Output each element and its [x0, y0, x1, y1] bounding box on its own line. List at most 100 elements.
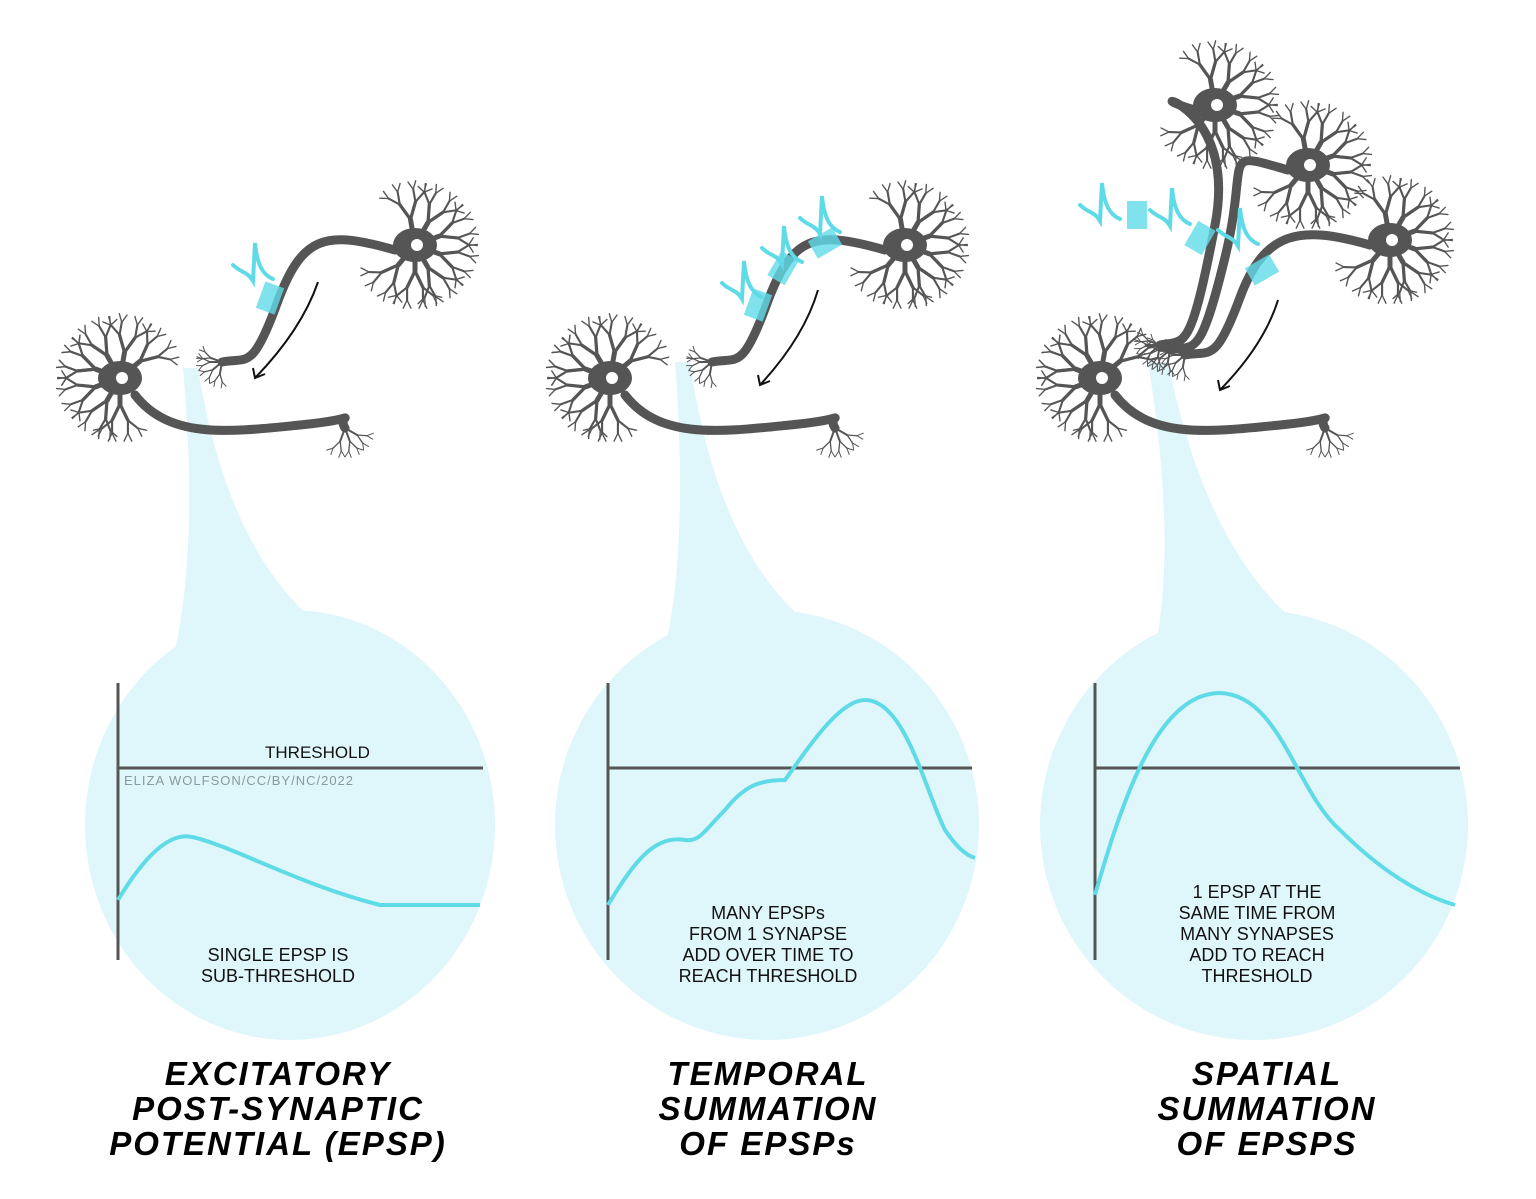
- dendrite: [1316, 103, 1321, 114]
- dendrite: [838, 440, 841, 452]
- dendrite: [1160, 127, 1170, 133]
- dendrite: [1311, 219, 1317, 229]
- dendrite: [896, 299, 902, 309]
- dendrite: [1161, 363, 1169, 366]
- dendrite: [1045, 369, 1059, 379]
- dendrite: [1126, 323, 1132, 333]
- dendrite: [111, 432, 117, 442]
- arrow-head: [1217, 379, 1231, 392]
- dendrite: [607, 333, 617, 355]
- dendrite: [1237, 81, 1254, 98]
- dendrite: [1387, 175, 1392, 186]
- dendrite: [608, 402, 620, 423]
- dendrite: [600, 324, 611, 336]
- dendrite: [1416, 204, 1432, 209]
- dendrite: [1285, 201, 1291, 217]
- dendrite: [166, 345, 177, 350]
- dendrite: [396, 182, 401, 193]
- dendrite: [362, 442, 365, 451]
- dendrite: [104, 335, 109, 358]
- dendrite: [370, 281, 375, 292]
- dendrite: [1431, 231, 1445, 241]
- dendrite: [561, 336, 570, 345]
- dendrite: [463, 218, 474, 221]
- caption-line: SUB-THRESHOLD: [201, 966, 355, 986]
- dendrite: [117, 333, 127, 355]
- dendrite: [134, 315, 139, 326]
- dendrite: [1254, 136, 1265, 141]
- dendrite: [456, 236, 470, 246]
- dendrite: [938, 191, 941, 202]
- dendrite: [1268, 115, 1277, 124]
- dendrite: [834, 427, 849, 436]
- dendrite: [1325, 214, 1336, 218]
- dendrite: [360, 271, 370, 277]
- dendrite: [1431, 227, 1446, 234]
- dendrite: [1388, 264, 1400, 285]
- dendrite: [1126, 335, 1139, 346]
- dendrite: [204, 351, 212, 359]
- dendrite: [402, 299, 408, 309]
- dendrite: [913, 191, 921, 206]
- dendrite: [1182, 151, 1187, 162]
- dendrite: [1346, 432, 1354, 437]
- nucleus: [1386, 234, 1398, 246]
- dendrite: [898, 200, 908, 222]
- dendrite: [551, 402, 562, 405]
- dendrite: [441, 276, 451, 290]
- dendrite: [1361, 146, 1370, 155]
- dendrite: [941, 265, 948, 281]
- dendrite: [405, 269, 417, 290]
- dendrite: [568, 334, 571, 345]
- dendrite: [1038, 359, 1047, 368]
- dendrite: [897, 181, 904, 191]
- dendrite: [1257, 201, 1268, 207]
- dendrite: [1267, 97, 1274, 107]
- nucleus: [901, 239, 913, 251]
- axes: [606, 683, 972, 960]
- dendrite: [1429, 196, 1432, 207]
- dendrite: [1061, 385, 1078, 402]
- dendrite: [58, 359, 67, 368]
- dendrite: [454, 276, 465, 281]
- dendrite: [1416, 195, 1426, 209]
- funnel: [660, 362, 830, 670]
- dendrite: [846, 434, 858, 437]
- dendrite: [408, 200, 418, 222]
- arrow-head: [252, 367, 266, 380]
- caption-line: MANY EPSPs: [711, 903, 825, 923]
- dendrite: [456, 232, 471, 239]
- dendrite: [946, 236, 960, 246]
- spike: [1148, 187, 1192, 233]
- dendrite: [1198, 63, 1213, 82]
- dendrite: [1070, 398, 1089, 413]
- dendrite: [1044, 365, 1059, 372]
- dendrite: [946, 244, 960, 254]
- dendrite: [597, 432, 603, 442]
- dendrite: [1232, 154, 1238, 165]
- dendrite: [1370, 289, 1378, 298]
- dendrite: [414, 191, 425, 203]
- dendrite: [1328, 440, 1331, 452]
- dendrite: [391, 184, 399, 193]
- dendrite: [467, 243, 478, 247]
- dendrite: [81, 385, 98, 402]
- dendrite: [1344, 129, 1351, 145]
- dendrite: [468, 232, 480, 236]
- dendrite: [201, 357, 212, 360]
- dendrite: [1222, 159, 1228, 169]
- dendrite: [134, 330, 148, 339]
- dendrite: [201, 361, 211, 367]
- dendrite: [344, 427, 351, 443]
- funnel: [170, 368, 340, 670]
- dendrite: [561, 411, 571, 419]
- dendrite: [1122, 323, 1128, 333]
- active-zone: [743, 288, 773, 322]
- dendrite: [423, 183, 428, 194]
- dendrite: [1289, 111, 1294, 126]
- dendrite: [1232, 154, 1243, 158]
- caption-line: REACH THRESHOLD: [679, 966, 858, 986]
- dendrite: [1300, 101, 1307, 111]
- dendrite: [1035, 365, 1047, 369]
- dendrite: [870, 263, 890, 275]
